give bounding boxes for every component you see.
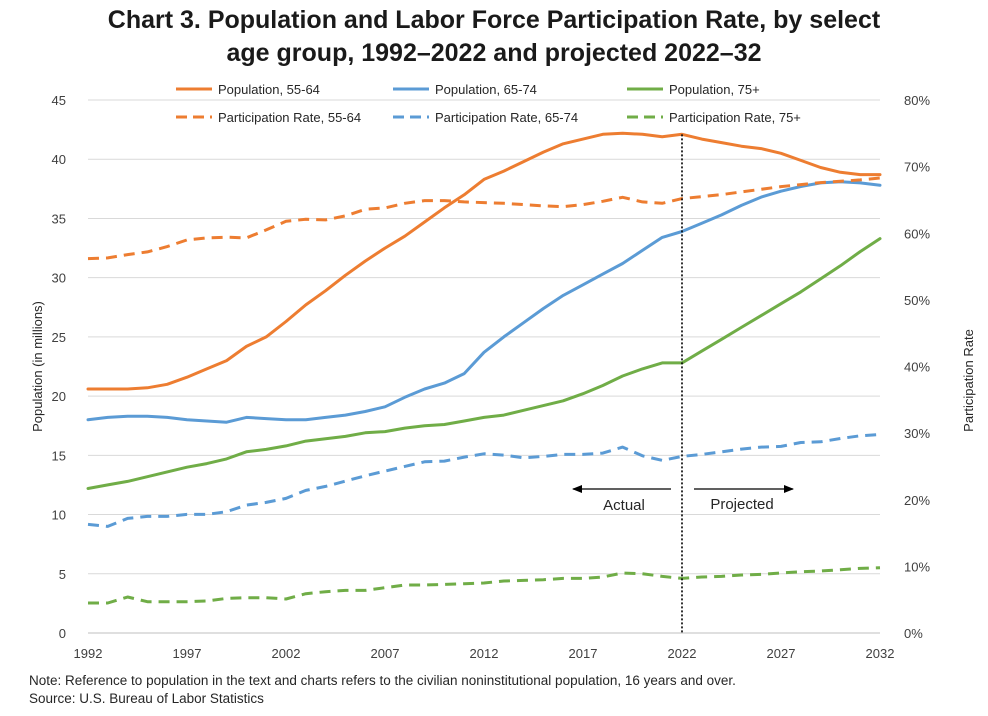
series-lines: [86, 131, 882, 605]
legend: Population, 55-64 Population, 65-74 Popula…: [176, 82, 801, 125]
series-line-1: [86, 131, 882, 391]
y-tick-label: 0: [59, 626, 66, 641]
y2-tick-label: 60%: [904, 226, 930, 241]
legend-label-3: Population, 75+: [669, 82, 760, 97]
y2-axis-title: Participation Rate: [961, 329, 976, 432]
series-line-4: [87, 176, 881, 261]
y2-tick-label: 80%: [904, 93, 930, 108]
chart-notes: Note: Reference to population in the tex…: [29, 672, 736, 708]
y-tick-label: 15: [52, 448, 66, 463]
annotations: Actual Projected: [572, 134, 794, 633]
axes: 0 5 10 15 20 25 30 35 40 45 0% 10% 20% 30% 40% 50% 60% 70…: [30, 93, 976, 661]
legend-label-4: Participation Rate, 55-64: [218, 110, 361, 125]
y-tick-label: 45: [52, 93, 66, 108]
series-line-5: [87, 433, 881, 528]
y-tick-label: 40: [52, 152, 66, 167]
note-text: Note: Reference to population in the tex…: [29, 673, 736, 688]
x-tick-label: 1997: [173, 646, 202, 661]
series-line-2: [86, 180, 882, 424]
y2-tick-label: 10%: [904, 559, 930, 574]
actual-label: Actual: [603, 497, 645, 514]
legend-label-6: Participation Rate, 75+: [669, 110, 801, 125]
y-axis-title: Population (in millions): [30, 301, 45, 432]
y-tick-label: 20: [52, 389, 66, 404]
x-tick-label: 2002: [272, 646, 301, 661]
x-tick-label: 2027: [767, 646, 796, 661]
y2-tick-label: 40%: [904, 360, 930, 375]
series-line-3: [86, 237, 882, 490]
chart-title-line-1: Chart 3. Population and Labor Force Part…: [107, 6, 881, 34]
y-tick-label: 10: [52, 508, 66, 523]
gridlines: [88, 99, 880, 634]
y-tick-label: 30: [52, 271, 66, 286]
y2-tick-label: 30%: [904, 426, 930, 441]
y-tick-label: 25: [52, 330, 66, 345]
x-tick-label: 2022: [668, 646, 697, 661]
y2-tick-label: 70%: [904, 160, 930, 175]
chart-title-line-2: age group, 1992–2022 and projected 2022–…: [226, 39, 762, 67]
y2-tick-label: 20%: [904, 493, 930, 508]
series-line-6: [88, 566, 881, 605]
legend-label-1: Population, 55-64: [218, 82, 320, 97]
x-tick-label: 1992: [74, 646, 103, 661]
x-tick-label: 2017: [569, 646, 598, 661]
y2-tick-label: 50%: [904, 293, 930, 308]
x-tick-label: 2007: [371, 646, 400, 661]
x-tick-label: 2032: [866, 646, 895, 661]
x-tick-label: 2012: [470, 646, 499, 661]
legend-label-2: Population, 65-74: [435, 82, 537, 97]
legend-label-5: Participation Rate, 65-74: [435, 110, 578, 125]
source-text: Source: U.S. Bureau of Labor Statistics: [29, 691, 264, 706]
chart-title: Chart 3. Population and Labor Force Part…: [0, 4, 988, 70]
y2-tick-label: 0%: [904, 626, 923, 641]
y-tick-label: 35: [52, 211, 66, 226]
projected-label: Projected: [710, 496, 773, 513]
y-tick-label: 5: [59, 567, 66, 582]
